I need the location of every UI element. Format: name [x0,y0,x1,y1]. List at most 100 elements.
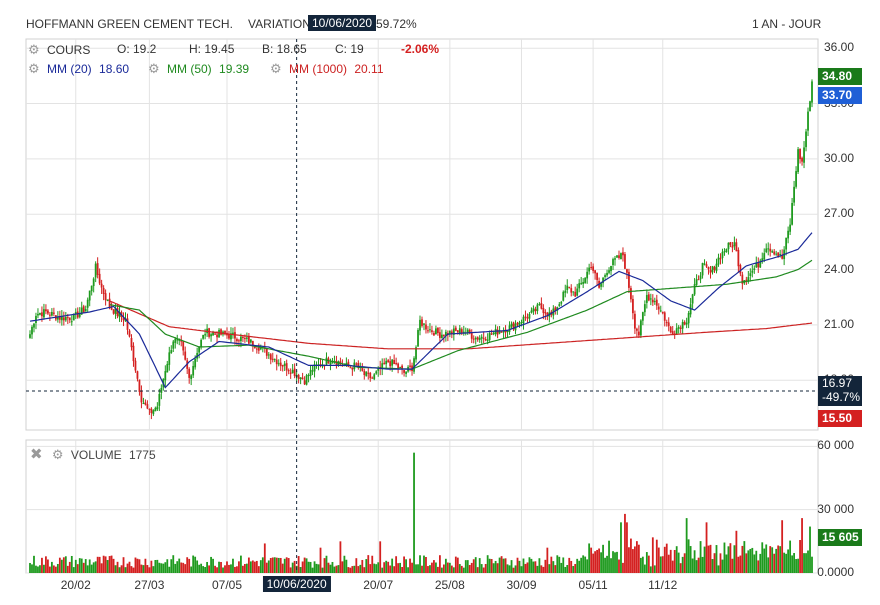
candle-body [33,323,35,328]
candle-body [68,317,71,321]
volume-bar [805,553,807,573]
gear-icon[interactable]: ⚙ [51,447,64,462]
candle-body [291,369,294,374]
candle-body [48,314,51,316]
volume-bar [506,564,509,573]
candle-body [667,322,670,327]
candle-body [170,350,173,353]
candle-body [737,249,740,267]
volume-bar [576,558,579,573]
volume-bar [604,557,606,573]
candle-body [92,278,95,287]
candle-body [532,308,535,312]
candle-body [136,371,139,379]
volume-bar [737,556,740,573]
candle-body [29,334,31,338]
volume-bar [395,556,398,573]
volume-bar [247,557,250,573]
candle-body [58,316,61,320]
candle-body [100,283,103,288]
candle-body [665,322,668,324]
period-selector[interactable]: 1 AN - JOUR [752,17,822,31]
ma50-line [109,259,813,370]
candle-body [361,367,364,371]
volume-bar [204,566,207,573]
candle-body [799,148,801,160]
candle-body [45,309,47,312]
volume-bar [249,561,252,573]
candle-body [271,358,274,360]
volume-bar [43,564,45,573]
low-marker-tag: 15.50 [818,410,862,427]
gear-icon[interactable]: ⚙ [148,61,160,76]
volume-bar [66,565,69,573]
volume-bar [442,564,445,573]
volume-bar [92,562,95,573]
volume-bar [534,561,537,573]
candle-body [639,320,642,336]
candle-body [671,331,674,335]
candle-body [43,309,45,318]
volume-bar [512,567,515,573]
candle-body [596,272,598,280]
candle-body [245,337,248,339]
volume-bar [606,555,608,573]
volume-bar [403,556,405,573]
ma20-line [29,232,813,389]
candle-body [689,304,692,315]
volume-bar [602,544,604,573]
volume-bar [299,567,302,573]
candle-body [777,252,780,257]
gear-icon[interactable]: ⚙ [28,61,40,76]
candle-body [655,299,658,306]
volume-bar [596,549,598,573]
candle-body [496,329,499,335]
time-tick-label: 25/08 [434,578,465,592]
candle-body [437,327,439,334]
price-tick-label: 27.00 [823,206,854,221]
candle-body [735,242,738,252]
close-icon[interactable]: ✖ [30,446,43,463]
candle-body [773,251,776,255]
volume-bar [582,555,585,573]
volume-bar [572,566,575,573]
volume-bar [210,556,212,573]
volume-bar [779,546,782,573]
volume-last-tag: 15 605 [818,529,862,546]
volume-bar [303,557,306,573]
volume-bar [355,558,358,573]
ma50-legend: ⚙ MM (50) 19.39 [148,61,249,77]
volume-bar [184,564,187,573]
volume-bar [136,558,139,573]
volume-bar [431,562,433,573]
volume-bar [781,520,784,573]
volume-bar [305,558,308,573]
volume-bar [257,566,260,573]
candle-body [600,283,602,287]
volume-bar [701,556,704,573]
candle-body [122,317,125,321]
volume-bar [775,548,778,573]
gear-icon[interactable]: ⚙ [28,42,40,57]
volume-bar [70,555,73,573]
candle-body [259,347,262,350]
candle-body [524,316,527,318]
volume-bar [50,561,53,573]
volume-bar [536,565,539,573]
candle-body [635,328,638,331]
volume-bar [435,562,437,573]
volume-bar [285,557,288,573]
volume-bar [663,546,666,573]
volume-bar [253,561,256,573]
volume-bar [777,545,780,573]
volume-bar [723,542,726,573]
volume-bar [48,566,51,573]
ma20-label: MM (20) [47,62,92,76]
gear-icon[interactable]: ⚙ [270,61,282,76]
volume-bar [98,556,101,573]
candle-body [397,363,400,369]
candle-body [713,267,716,270]
volume-bar [630,538,632,573]
volume-bar [653,565,656,573]
